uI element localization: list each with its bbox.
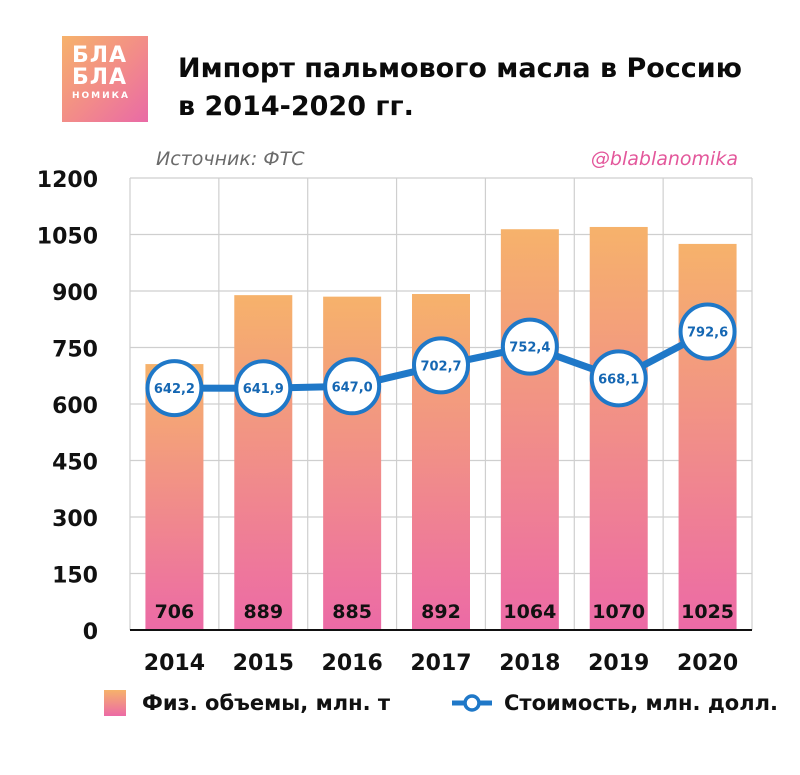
line-value-label: 702,7 [420, 359, 461, 374]
line-series: 642,2 641,9 647,0 702,7 752,4 668,1 792,6 [145, 302, 737, 418]
line-marker [323, 357, 382, 416]
line-marker [678, 302, 737, 361]
bar-value-label: 1070 [592, 601, 645, 623]
line-marker [412, 336, 470, 395]
x-tick-label: 2020 [677, 651, 738, 676]
line-value-label: 752,4 [509, 341, 550, 356]
legend-swatch-bars [104, 690, 126, 716]
bar-value-label: 889 [243, 601, 283, 623]
legend-line-marker-icon [452, 694, 492, 712]
bars-series: 706 889 885 892 1064 1070 1025 [145, 226, 737, 630]
axes: 0 150 300 450 600 750 900 1050 1200 2014 2015 2016 2… [37, 168, 752, 676]
y-tick-label: 900 [52, 281, 98, 306]
y-tick-label: 1200 [37, 168, 98, 193]
line-value-label: 647,0 [332, 380, 373, 395]
line-marker [500, 317, 559, 376]
x-tick-label: 2018 [499, 651, 560, 676]
line-marker [234, 359, 293, 418]
logo-line-3: НОМИКА [72, 91, 130, 101]
line-value-label: 641,9 [243, 382, 284, 397]
line-value-label: 792,6 [687, 325, 728, 340]
x-tick-label: 2019 [588, 651, 649, 676]
x-tick-label: 2017 [410, 651, 471, 676]
bar [589, 226, 648, 630]
bar-value-label: 1025 [681, 601, 734, 623]
legend-item-volume: Физ. объемы, млн. т [104, 690, 390, 716]
bar [234, 295, 293, 630]
legend-item-value: Стоимость, млн. долл. [452, 690, 778, 716]
bar-value-label: 1064 [503, 601, 556, 623]
line-value-label: 668,1 [598, 372, 639, 387]
legend-label-volume: Физ. объемы, млн. т [142, 691, 391, 715]
y-tick-label: 0 [83, 620, 98, 645]
chart-title: Импорт пальмового масла в Россию в 2014-… [178, 53, 742, 122]
y-tick-label: 300 [52, 507, 98, 532]
x-tick-label: 2016 [322, 651, 383, 676]
source-note: Источник: ФТС [156, 148, 305, 170]
y-tick-label: 1050 [37, 225, 98, 250]
logo-line-1: БЛА [72, 43, 128, 68]
line-marker [145, 359, 204, 418]
line-value-label: 642,2 [154, 382, 195, 397]
line-marker [589, 349, 648, 408]
legend-label-value: Стоимость, млн. долл. [504, 691, 778, 715]
combo-chart: 706 889 885 892 1064 1070 1025 0 150 300 450 600 75… [37, 168, 753, 676]
y-tick-label: 600 [52, 394, 98, 419]
bar [678, 243, 737, 630]
y-tick-label: 150 [52, 564, 98, 589]
brand-logo: БЛА БЛА НОМИКА [62, 36, 148, 122]
bar [323, 296, 382, 630]
bar-value-label: 706 [155, 601, 195, 623]
x-tick-label: 2015 [233, 651, 294, 676]
bar-value-label: 892 [421, 601, 461, 623]
y-tick-label: 450 [52, 451, 98, 476]
logo-line-2: БЛА [72, 65, 128, 90]
author-handle: @blablanomika [590, 148, 738, 170]
bar [500, 229, 559, 630]
y-tick-label: 750 [52, 338, 98, 363]
x-tick-label: 2014 [144, 651, 205, 676]
bar-value-label: 885 [332, 601, 372, 623]
